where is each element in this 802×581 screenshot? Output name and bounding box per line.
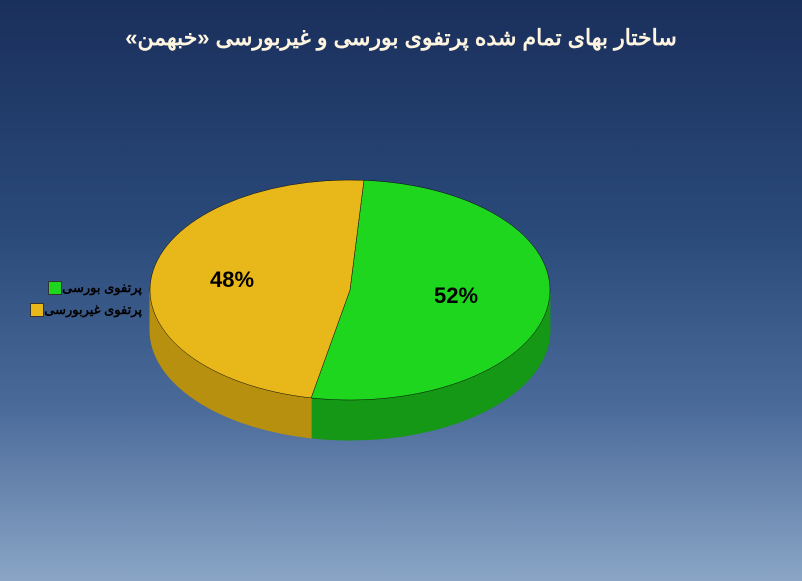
legend-item-0: پرتفوی بورسی [24, 280, 142, 296]
legend: پرتفوی بورسی پرتفوی غیربورسی [24, 280, 142, 324]
slice-pct-0: 52% [434, 283, 478, 309]
pie-chart: 52% 48% [120, 120, 580, 500]
chart-title: ساختار بهای تمام شده پرتفوی بورسی و غیرب… [0, 0, 802, 51]
slice-pct-1: 48% [210, 267, 254, 293]
legend-label-1: پرتفوی غیربورسی [44, 302, 142, 318]
legend-swatch-1 [30, 303, 44, 317]
legend-label-0: پرتفوی بورسی [62, 280, 142, 296]
legend-swatch-0 [48, 281, 62, 295]
legend-item-1: پرتفوی غیربورسی [24, 302, 142, 318]
